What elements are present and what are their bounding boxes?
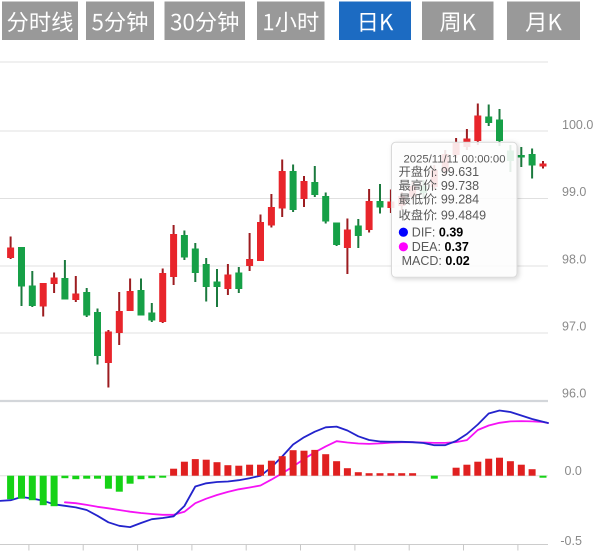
svg-text:-0.5: -0.5 — [560, 534, 582, 548]
svg-text:100.0: 100.0 — [562, 118, 593, 132]
svg-text:97.0: 97.0 — [562, 319, 586, 333]
svg-text:: 99.284: : 99.284 — [434, 193, 479, 207]
svg-text:: 99.631: : 99.631 — [434, 165, 479, 179]
svg-text:DIF:: DIF: — [412, 225, 436, 239]
svg-text:2025/11/11 00:00:00: 2025/11/11 00:00:00 — [404, 153, 506, 165]
svg-text:DEA:: DEA: — [412, 240, 441, 254]
svg-text:: 99.4849: : 99.4849 — [434, 209, 486, 223]
svg-text:0.37: 0.37 — [445, 240, 469, 254]
svg-text:0.0: 0.0 — [565, 464, 582, 478]
svg-text:0.39: 0.39 — [439, 225, 463, 239]
svg-text:0.02: 0.02 — [445, 254, 469, 268]
svg-text:98.0: 98.0 — [562, 252, 586, 266]
svg-text:99.0: 99.0 — [562, 185, 586, 199]
svg-text:MACD:: MACD: — [402, 254, 442, 268]
svg-text:: 99.738: : 99.738 — [434, 179, 479, 193]
svg-text:96.0: 96.0 — [562, 386, 586, 400]
